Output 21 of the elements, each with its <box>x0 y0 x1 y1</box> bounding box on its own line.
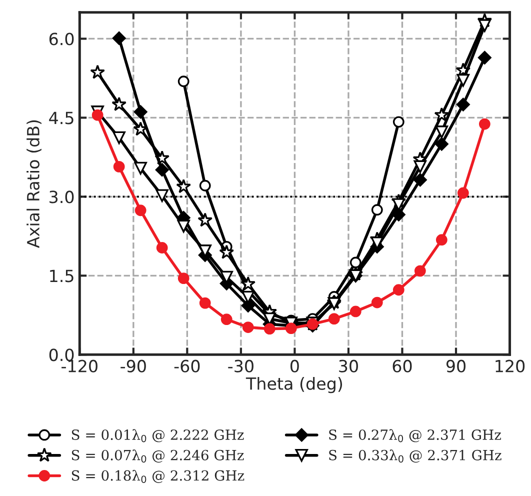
x-tick-label: 120 <box>496 360 525 372</box>
y-tick-label: 3.0 <box>50 190 74 204</box>
legend-label: S = 0.07λ$_{0}$ @ 2.246 GHz <box>72 450 244 463</box>
x-tick-label: -60 <box>174 360 200 372</box>
y-tick-label: 4.5 <box>49 112 74 124</box>
x-tick-label: 60 <box>392 360 412 372</box>
y-tick-label: 0.0 <box>49 348 74 362</box>
x-tick-label: -120 <box>62 360 98 372</box>
legend-label: S = 0.27λ$_{0}$ @ 2.371 GHz <box>329 429 501 442</box>
y-tick-label: 6.0 <box>49 32 74 46</box>
y-axis-title: Axial Ratio (dB) <box>26 120 42 248</box>
legend-label: S = 0.01λ$_{0}$ @ 2.222 GHz <box>72 429 244 442</box>
x-tick-label: 0 <box>290 360 299 372</box>
x-axis-title: Theta (deg) <box>246 377 342 394</box>
x-tick-label: -90 <box>120 360 146 372</box>
x-tick-label: 30 <box>339 360 358 372</box>
x-tick-label: -30 <box>228 360 254 372</box>
legend-label: S = 0.33λ$_{0}$ @ 2.371 GHz <box>329 450 502 463</box>
x-tick-label: 90 <box>446 360 466 372</box>
y-tick-label: 1.5 <box>50 270 74 282</box>
legend-label: S = 0.18λ$_{0}$ @ 2.312 GHz <box>72 470 244 483</box>
